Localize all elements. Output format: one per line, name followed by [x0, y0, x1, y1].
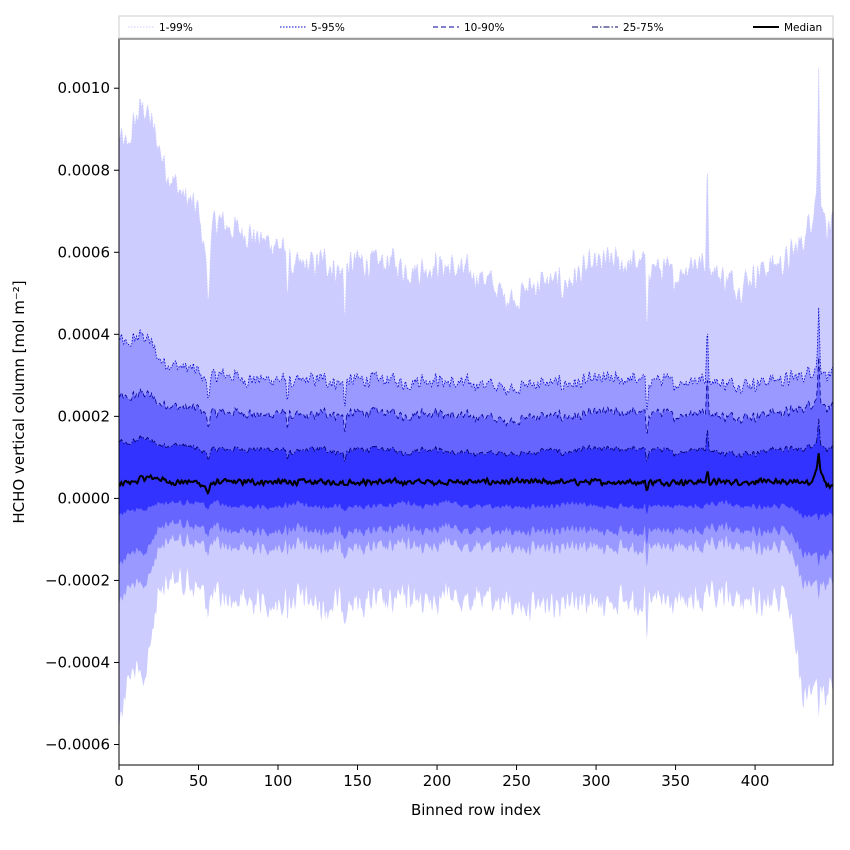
y-tick-label: 0.0006 — [58, 243, 111, 261]
percentile-lines — [119, 67, 833, 496]
y-axis-label: HCHO vertical column [mol m⁻²] — [10, 280, 28, 523]
legend-label-Median: Median — [784, 22, 822, 34]
legend-frame — [118, 15, 834, 39]
band-upper-line-1-99% — [119, 67, 833, 324]
x-tick-label: 300 — [582, 772, 611, 790]
y-tick-label: −0.0004 — [45, 653, 110, 671]
x-tick-label: 150 — [343, 772, 372, 790]
x-axis-label: Binned row index — [411, 801, 541, 819]
y-tick-label: 0.0000 — [58, 489, 111, 507]
band-upper-line-25-75% — [119, 418, 833, 463]
x-tick-label: 400 — [741, 772, 770, 790]
y-tick-label: 0.0002 — [58, 407, 111, 425]
legend-label-5-95%: 5-95% — [311, 22, 345, 34]
band-upper-line-10-90% — [119, 357, 833, 434]
y-axis: −0.0006 −0.0004 −0.0002 0.0000 0.0002 0.0004 0… — [45, 79, 119, 753]
percentile-bands — [119, 67, 833, 731]
legend-label-1-99%: 1-99% — [159, 22, 193, 34]
legend: 1-99% 5-95% 10-90% 25-75% Median — [118, 15, 834, 40]
y-tick-label: 0.0004 — [58, 325, 111, 343]
y-tick-label: −0.0002 — [45, 571, 110, 589]
x-axis: 0 50 100 150 200 250 300 350 400 — [114, 765, 769, 790]
x-tick-label: 0 — [114, 772, 124, 790]
x-tick-label: 250 — [502, 772, 531, 790]
x-tick-label: 50 — [189, 772, 208, 790]
x-tick-label: 100 — [264, 772, 293, 790]
y-tick-label: 0.0008 — [58, 161, 111, 179]
y-tick-label: 0.0010 — [58, 79, 111, 97]
legend-label-10-90%: 10-90% — [464, 22, 505, 34]
x-tick-label: 200 — [423, 772, 452, 790]
band-25-75% — [119, 418, 833, 521]
median-line — [119, 453, 833, 496]
x-tick-label: 350 — [661, 772, 690, 790]
y-tick-label: −0.0006 — [45, 735, 110, 753]
legend-label-25-75%: 25-75% — [623, 22, 664, 34]
